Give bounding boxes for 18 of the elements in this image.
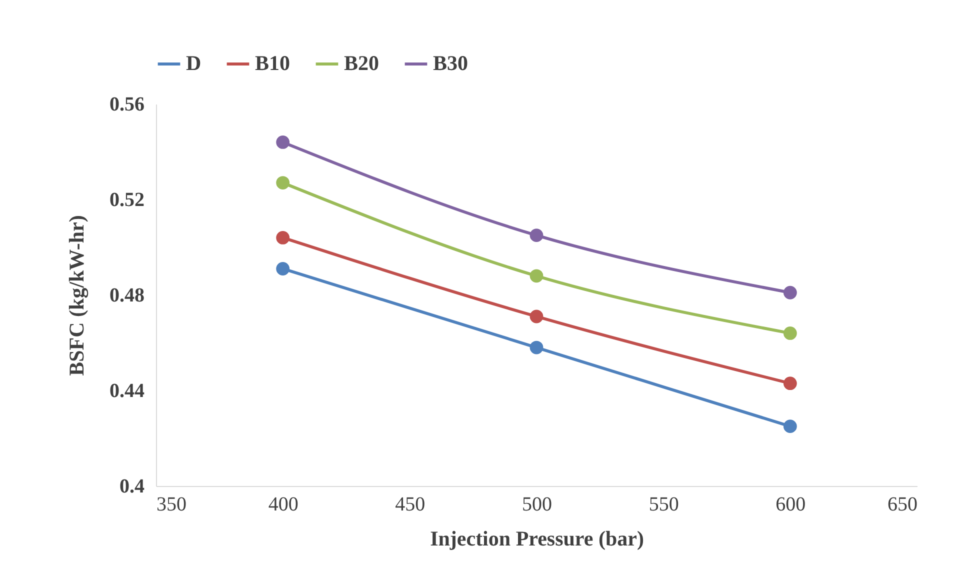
y-tick-label: 0.56: [110, 94, 144, 116]
x-tick-label: 600: [776, 494, 806, 516]
legend-label: B10: [255, 51, 290, 75]
y-tick-label: 0.4: [120, 476, 144, 498]
x-tick-label: 650: [888, 494, 918, 516]
x-axis-title: Injection Pressure (bar): [430, 526, 644, 550]
legend-label: D: [186, 51, 202, 75]
y-tick-label: 0.52: [110, 189, 144, 211]
x-tick-label: 500: [522, 494, 552, 516]
x-tick-label: 450: [395, 494, 426, 516]
y-tick-label: 0.44: [110, 380, 144, 402]
legend-label: B30: [433, 51, 468, 75]
legend-label: B20: [344, 51, 380, 75]
y-axis-title: BSFC (kg/kW-hr): [64, 215, 88, 376]
x-tick-label: 400: [268, 494, 298, 516]
x-tick-label: 350: [156, 494, 186, 516]
x-tick-label: 550: [648, 494, 679, 516]
y-tick-label: 0.48: [110, 284, 144, 306]
